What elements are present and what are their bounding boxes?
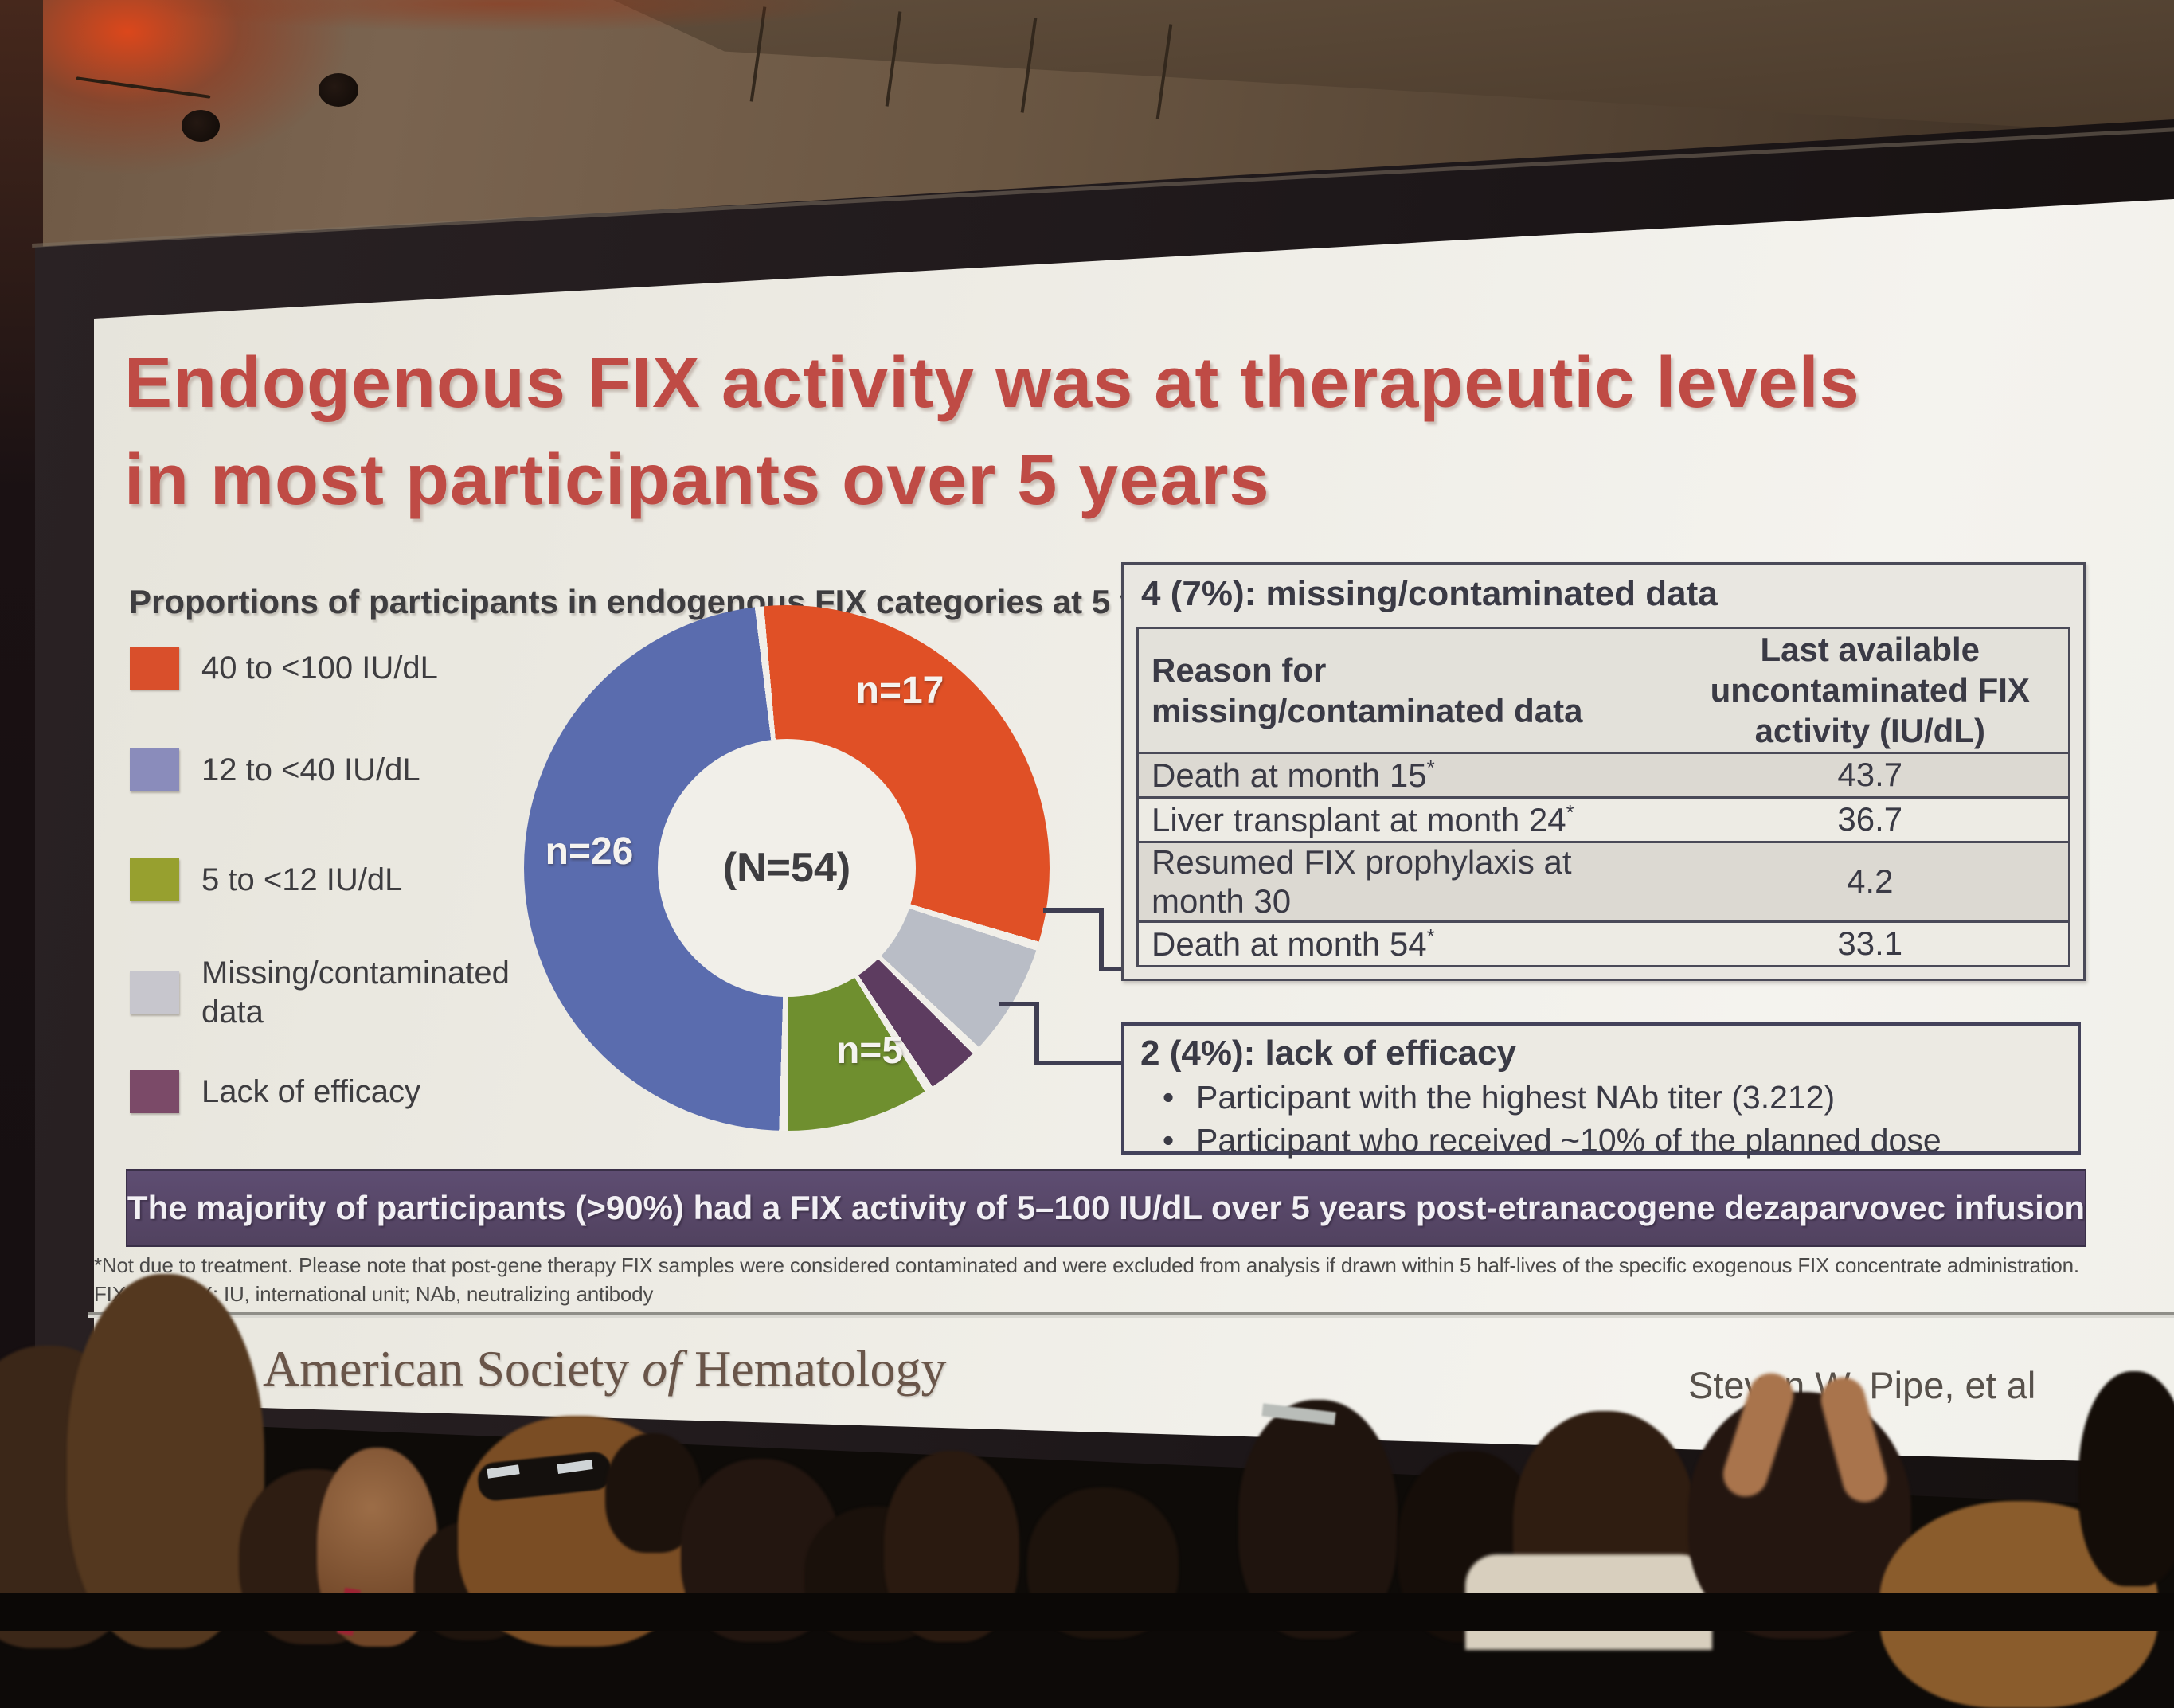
- table-row: Death at month 15* 43.7: [1139, 753, 2068, 799]
- efficacy-bullet: • Participant who received ~10% of the p…: [1140, 1121, 2078, 1159]
- table-row: Resumed FIX prophylaxis at month 30 4.2: [1139, 842, 2068, 923]
- legend-swatch-blue: [130, 748, 179, 791]
- row-reason: Liver transplant at month 24: [1152, 800, 1566, 838]
- donut-label-n5: n=5: [835, 1030, 904, 1072]
- chart-subtitle: Proportions of participants in endogenou…: [129, 583, 1207, 620]
- bullet-text: Participant who received ~10% of the pla…: [1196, 1122, 1941, 1159]
- conclusion-banner: The majority of participants (>90%) had …: [126, 1169, 2086, 1247]
- efficacy-box-title: 2 (4%): lack of efficacy: [1140, 1034, 1516, 1073]
- missing-data-table: Reason for missing/contaminated data Las…: [1136, 627, 2070, 967]
- legend-item-5-12: 5 to <12 IU/dL: [130, 858, 520, 901]
- connector-efficacy: [1034, 1002, 1039, 1065]
- ceiling-light: [319, 73, 358, 107]
- row-value: 43.7: [1837, 756, 1903, 794]
- table-header-row: Reason for missing/contaminated data Las…: [1139, 629, 2068, 754]
- footer-divider: [88, 1312, 2174, 1318]
- legend-label: 40 to <100 IU/dL: [201, 650, 438, 686]
- ceiling-light: [182, 110, 220, 142]
- footer-organization: American Society of Hematology: [263, 1339, 946, 1398]
- legend-label: 5 to <12 IU/dL: [201, 862, 403, 897]
- bullet-dot: •: [1162, 1122, 1175, 1159]
- row-reason: Death at month 54: [1152, 924, 1427, 963]
- donut-label-n17: n=17: [855, 670, 944, 712]
- donut-hole: (N=54): [658, 739, 916, 997]
- footer-org-post: Hematology: [682, 1340, 947, 1397]
- legend-swatch-orange: [130, 647, 179, 690]
- row-reason: Death at month 15: [1152, 756, 1427, 794]
- footer-org-of: of: [642, 1340, 682, 1397]
- bullet-dot: •: [1162, 1079, 1175, 1116]
- slide-title-line1: Endogenous FIX activity was at therapeut…: [124, 343, 1860, 423]
- audience-shoulders: [0, 1593, 2174, 1631]
- legend-label: Lack of efficacy: [201, 1073, 420, 1109]
- efficacy-bullet: • Participant with the highest NAb titer…: [1140, 1078, 2078, 1116]
- connector-missing: [1099, 967, 1124, 971]
- row-asterisk: *: [1566, 799, 1574, 824]
- legend-item-40-100: 40 to <100 IU/dL: [130, 647, 520, 690]
- row-asterisk: *: [1426, 924, 1435, 948]
- audience-head: [2078, 1371, 2174, 1586]
- table-row: Death at month 54* 33.1: [1139, 922, 2068, 965]
- row-value: 36.7: [1837, 800, 1903, 838]
- table-header-reason: Reason for missing/contaminated data: [1152, 651, 1583, 729]
- connector-missing: [1043, 908, 1104, 913]
- bullet-text: Participant with the highest NAb titer (…: [1196, 1079, 1836, 1116]
- connector-efficacy: [999, 1002, 1039, 1006]
- row-reason: Resumed FIX prophylaxis at month 30: [1152, 842, 1572, 920]
- row-value: 4.2: [1847, 862, 1894, 901]
- missing-data-panel: 4 (7%): missing/contaminated data Reason…: [1121, 562, 2086, 981]
- lack-of-efficacy-box: 2 (4%): lack of efficacy • Participant w…: [1121, 1022, 2081, 1159]
- connector-missing: [1099, 908, 1104, 971]
- donut-total-label: (N=54): [722, 845, 851, 891]
- legend-swatch-gray: [130, 971, 179, 1014]
- table-row: Liver transplant at month 24* 36.7: [1139, 798, 2068, 843]
- legend-swatch-green: [130, 858, 179, 901]
- legend-label: 12 to <40 IU/dL: [201, 752, 420, 788]
- row-asterisk: *: [1426, 755, 1435, 780]
- audience-head: [67, 1274, 264, 1648]
- legend-label: Missing/contaminated data: [201, 956, 510, 1030]
- connector-efficacy: [1034, 1061, 1124, 1065]
- legend-item-efficacy: Lack of efficacy: [130, 1070, 520, 1113]
- legend-item-missing: Missing/contaminated data: [130, 954, 510, 1032]
- donut-label-n26: n=26: [545, 831, 634, 873]
- footnote-line1: *Not due to treatment. Please note that …: [94, 1253, 2079, 1277]
- row-value: 33.1: [1837, 924, 1903, 963]
- missing-panel-title: 4 (7%): missing/contaminated data: [1141, 574, 1718, 613]
- legend-swatch-purple: [130, 1070, 179, 1113]
- table-header-value: Last available uncontaminated FIX activi…: [1710, 631, 2030, 750]
- conclusion-banner-text: The majority of participants (>90%) had …: [127, 1189, 2086, 1226]
- slide-title-line2: in most participants over 5 years: [124, 440, 1270, 520]
- legend-item-12-40: 12 to <40 IU/dL: [130, 748, 520, 791]
- footer-org-pre: American Society: [263, 1340, 643, 1397]
